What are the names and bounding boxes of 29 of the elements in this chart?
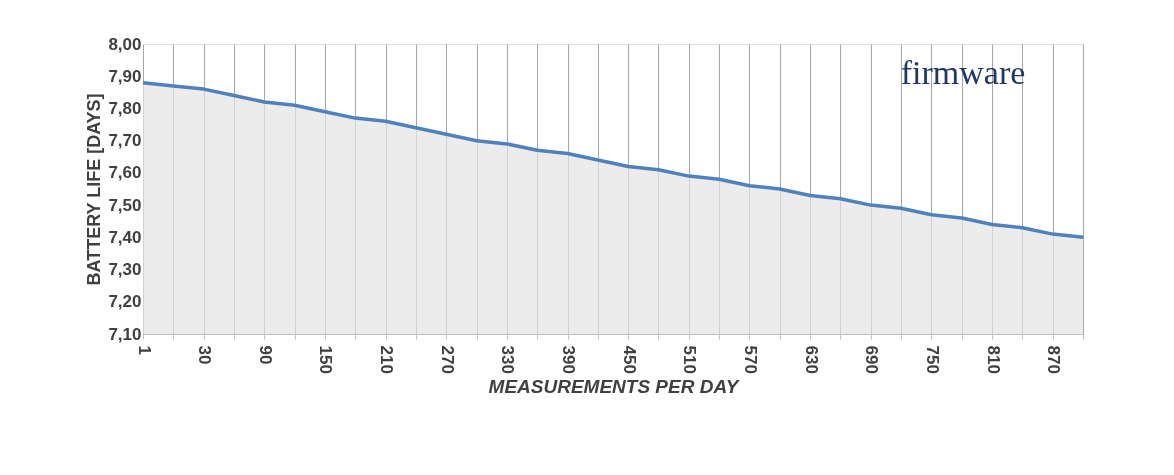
x-axis-title: MEASUREMENTS PER DAY bbox=[488, 375, 741, 397]
y-tick-label: 7,20 bbox=[108, 292, 142, 312]
x-tick-label: 630 bbox=[801, 345, 821, 374]
x-tick-label: 870 bbox=[1044, 345, 1064, 374]
y-tick-label: 7,60 bbox=[108, 163, 142, 183]
x-tick-label: 450 bbox=[619, 345, 639, 374]
y-tick-label: 8,00 bbox=[108, 34, 142, 54]
x-tick-label: 510 bbox=[680, 345, 700, 374]
x-tick-label: 270 bbox=[437, 345, 457, 374]
y-tick-label: 7,50 bbox=[108, 195, 142, 215]
y-tick-label: 7,30 bbox=[108, 260, 142, 280]
y-axis-title: BATTERY LIFE [DAYS] bbox=[84, 93, 105, 286]
x-tick-label: 570 bbox=[740, 345, 760, 374]
x-tick-label: 750 bbox=[922, 345, 942, 374]
x-tick-label: 390 bbox=[559, 345, 579, 374]
y-tick-label: 7,10 bbox=[108, 324, 142, 344]
y-tick-label: 7,70 bbox=[108, 131, 142, 151]
y-tick-label: 7,40 bbox=[108, 227, 142, 247]
y-tick-label: 7,90 bbox=[108, 66, 142, 86]
y-tick-label: 7,80 bbox=[108, 98, 142, 118]
x-tick-label: 690 bbox=[862, 345, 882, 374]
x-tick-label: 90 bbox=[255, 345, 275, 365]
x-tick-label: 210 bbox=[377, 345, 397, 374]
x-tick-label: 150 bbox=[316, 345, 336, 374]
x-tick-label: 30 bbox=[195, 345, 215, 365]
x-tick-label: 1 bbox=[134, 345, 154, 355]
annotation: firmware bbox=[900, 54, 1026, 91]
x-tick-label: 330 bbox=[498, 345, 518, 374]
x-tick-label: 810 bbox=[983, 345, 1003, 374]
